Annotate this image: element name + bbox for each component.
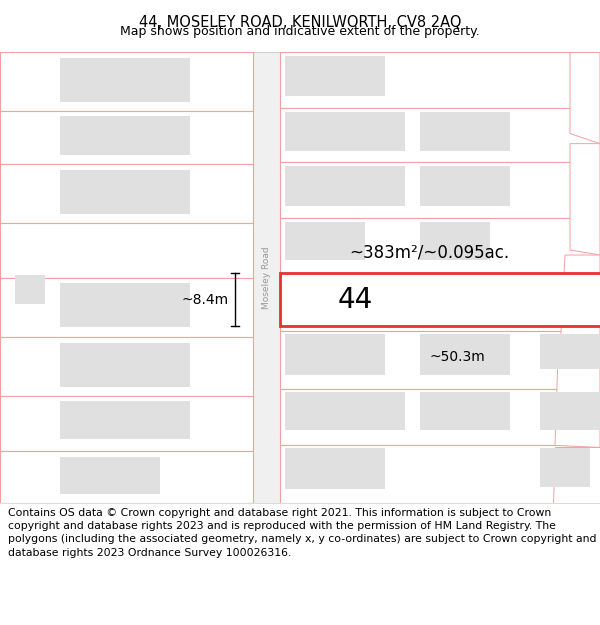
Bar bbox=[285, 222, 365, 260]
Bar bbox=[540, 334, 600, 369]
Text: 44: 44 bbox=[337, 286, 373, 314]
Bar bbox=[285, 112, 405, 151]
Bar bbox=[60, 401, 190, 439]
Bar bbox=[60, 456, 160, 494]
Bar bbox=[280, 446, 600, 503]
Bar bbox=[540, 392, 600, 430]
Bar bbox=[280, 217, 600, 273]
Text: Map shows position and indicative extent of the property.: Map shows position and indicative extent… bbox=[120, 25, 480, 38]
Bar bbox=[285, 449, 385, 489]
Bar bbox=[540, 449, 590, 487]
Bar bbox=[285, 334, 385, 374]
Bar bbox=[0, 111, 253, 164]
Bar bbox=[0, 451, 253, 503]
Bar bbox=[420, 222, 490, 260]
Bar bbox=[0, 164, 253, 222]
Bar bbox=[0, 396, 253, 451]
Bar bbox=[280, 273, 600, 326]
Bar bbox=[60, 283, 190, 327]
Bar bbox=[280, 389, 600, 446]
Bar bbox=[285, 166, 405, 206]
Bar bbox=[420, 166, 510, 206]
Bar bbox=[420, 334, 510, 374]
Text: Moseley Road: Moseley Road bbox=[262, 246, 271, 309]
Bar bbox=[280, 52, 600, 108]
Bar bbox=[15, 275, 45, 304]
Bar bbox=[60, 116, 190, 155]
Bar bbox=[253, 52, 280, 503]
Bar bbox=[60, 58, 190, 102]
Bar bbox=[0, 52, 253, 111]
Bar bbox=[280, 273, 600, 331]
Text: ~50.3m: ~50.3m bbox=[430, 350, 485, 364]
Text: ~8.4m: ~8.4m bbox=[182, 292, 229, 307]
Bar bbox=[285, 334, 385, 374]
Bar bbox=[280, 331, 600, 389]
Bar bbox=[0, 222, 253, 278]
Bar bbox=[285, 392, 405, 430]
Bar bbox=[60, 343, 190, 387]
Bar bbox=[60, 170, 190, 214]
Polygon shape bbox=[553, 448, 600, 503]
Polygon shape bbox=[560, 255, 600, 356]
Bar bbox=[280, 108, 600, 162]
Text: ~383m²/~0.095ac.: ~383m²/~0.095ac. bbox=[349, 243, 509, 261]
Polygon shape bbox=[570, 52, 600, 144]
Bar bbox=[285, 56, 385, 96]
Bar bbox=[420, 392, 510, 430]
Bar bbox=[420, 112, 510, 151]
Text: 44, MOSELEY ROAD, KENILWORTH, CV8 2AQ: 44, MOSELEY ROAD, KENILWORTH, CV8 2AQ bbox=[139, 15, 461, 30]
Polygon shape bbox=[570, 144, 600, 255]
Text: Contains OS data © Crown copyright and database right 2021. This information is : Contains OS data © Crown copyright and d… bbox=[8, 508, 596, 558]
Bar bbox=[0, 337, 253, 396]
Polygon shape bbox=[555, 356, 600, 447]
Bar bbox=[0, 278, 253, 337]
Bar bbox=[280, 162, 600, 217]
